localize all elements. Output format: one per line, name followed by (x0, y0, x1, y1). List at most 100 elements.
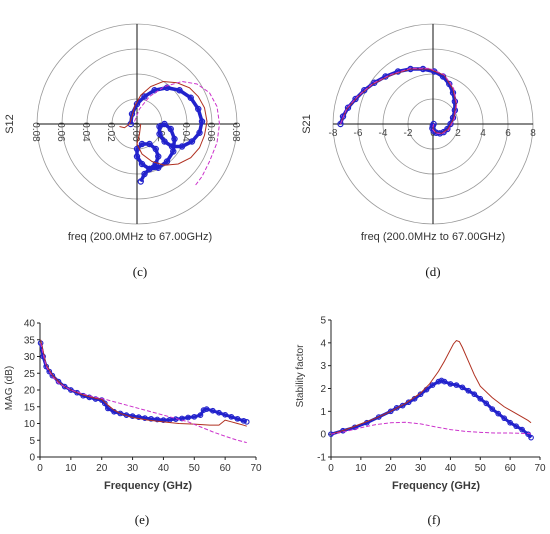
data-point (154, 416, 161, 423)
data-point (337, 120, 344, 128)
y-tick-label: 0 (29, 453, 35, 464)
y-axis-label: S12 (4, 114, 16, 134)
y-axis-label: S21 (301, 114, 313, 134)
chart-series (119, 80, 221, 187)
data-point (344, 104, 352, 111)
data-point (146, 165, 153, 173)
data-point (234, 415, 241, 422)
tick-label: -6 (354, 128, 363, 139)
data-point (163, 158, 171, 165)
x-tick-label: 30 (415, 463, 427, 474)
data-point (453, 382, 460, 388)
x-tick-label: 0 (328, 463, 334, 474)
x-tick-label: 70 (250, 463, 262, 474)
data-point (447, 381, 454, 387)
x-tick-label: 30 (127, 463, 139, 474)
data-point (167, 125, 174, 133)
chart-series (37, 339, 250, 444)
data-point (519, 426, 525, 433)
polar-chart-s21: -8 -6 -4 -2 0 2 4 6 8 S21 freq (200.0MHz to 67.0… (301, 23, 536, 279)
x-tick-label: 60 (220, 463, 232, 474)
data-point (161, 120, 168, 128)
data-point (179, 415, 185, 422)
data-point (495, 410, 502, 417)
tick-label: 8 (530, 128, 536, 139)
data-point (361, 87, 368, 94)
data-point (185, 414, 191, 421)
data-point (141, 93, 148, 100)
data-point (393, 405, 400, 411)
tick-label: 0.06 (55, 122, 66, 142)
data-point (429, 382, 436, 388)
data-point (196, 129, 203, 136)
data-point (209, 407, 216, 414)
data-point (170, 148, 177, 155)
x-tick-label: 70 (534, 463, 546, 474)
series-line-model_a (119, 80, 208, 166)
data-point (148, 415, 154, 422)
data-point (176, 87, 183, 94)
data-point (216, 409, 222, 416)
data-point (105, 405, 111, 412)
tick-label: 2 (455, 128, 461, 139)
radial-tick-labels: 0.08 0.06 0.04 0.02 0.00 0.02 0.04 0.06 0.08 (30, 122, 241, 142)
data-point (142, 415, 148, 421)
y-tick-label: 3 (320, 361, 326, 372)
x-tick-label: 50 (475, 463, 487, 474)
x-tick-label: 50 (189, 463, 201, 474)
data-point (507, 419, 513, 426)
data-point (371, 79, 378, 86)
data-point (438, 377, 445, 384)
tick-label: 0.04 (180, 122, 191, 142)
data-point (222, 411, 228, 418)
data-point (375, 414, 382, 420)
x-tick-label: 20 (96, 463, 108, 474)
data-point (155, 153, 162, 160)
x-tick-label: 10 (65, 463, 77, 474)
data-point (40, 353, 46, 360)
tick-label: 0.08 (30, 122, 41, 142)
tick-label: 0.04 (80, 122, 91, 142)
polar-chart-s12: 0.08 0.06 0.04 0.02 0.00 0.02 0.04 0.06 0.08 S12… (4, 23, 241, 279)
data-point (197, 412, 204, 418)
data-point (459, 384, 466, 391)
data-point (446, 80, 453, 88)
tick-label: 0.02 (105, 122, 116, 142)
data-point (471, 391, 478, 398)
data-point (528, 434, 534, 441)
tick-label: -8 (329, 128, 338, 139)
y-tick-label: 30 (24, 352, 36, 363)
data-point (178, 143, 186, 150)
tick-label: 0.00 (130, 122, 141, 142)
series-line-model_a (330, 339, 532, 435)
series-line-model_b (330, 421, 532, 435)
data-point (61, 383, 68, 390)
y-tick-label: 4 (320, 338, 326, 349)
data-point (156, 123, 163, 130)
frequency-caption: freq (200.0MHz to 67.00GHz) (68, 231, 212, 243)
data-point (243, 418, 250, 425)
data-point (117, 410, 124, 417)
data-point (435, 378, 442, 385)
data-point (101, 400, 108, 407)
panel-label: (d) (425, 264, 440, 279)
tick-label: 6 (505, 128, 511, 139)
x-tick-label: 60 (505, 463, 517, 474)
data-point (55, 378, 62, 385)
data-point (483, 400, 490, 407)
data-point (352, 95, 359, 103)
y-tick-label: 5 (320, 316, 326, 327)
data-point (49, 372, 56, 379)
data-point (68, 387, 74, 393)
y-tick-label: 20 (24, 386, 36, 397)
tick-label: -2 (404, 128, 413, 139)
data-point (441, 378, 448, 385)
data-point (240, 417, 247, 424)
data-point (188, 138, 196, 145)
data-point (513, 423, 519, 430)
tick-label: 0.06 (205, 122, 216, 142)
data-point (160, 417, 167, 424)
data-point (138, 140, 146, 148)
